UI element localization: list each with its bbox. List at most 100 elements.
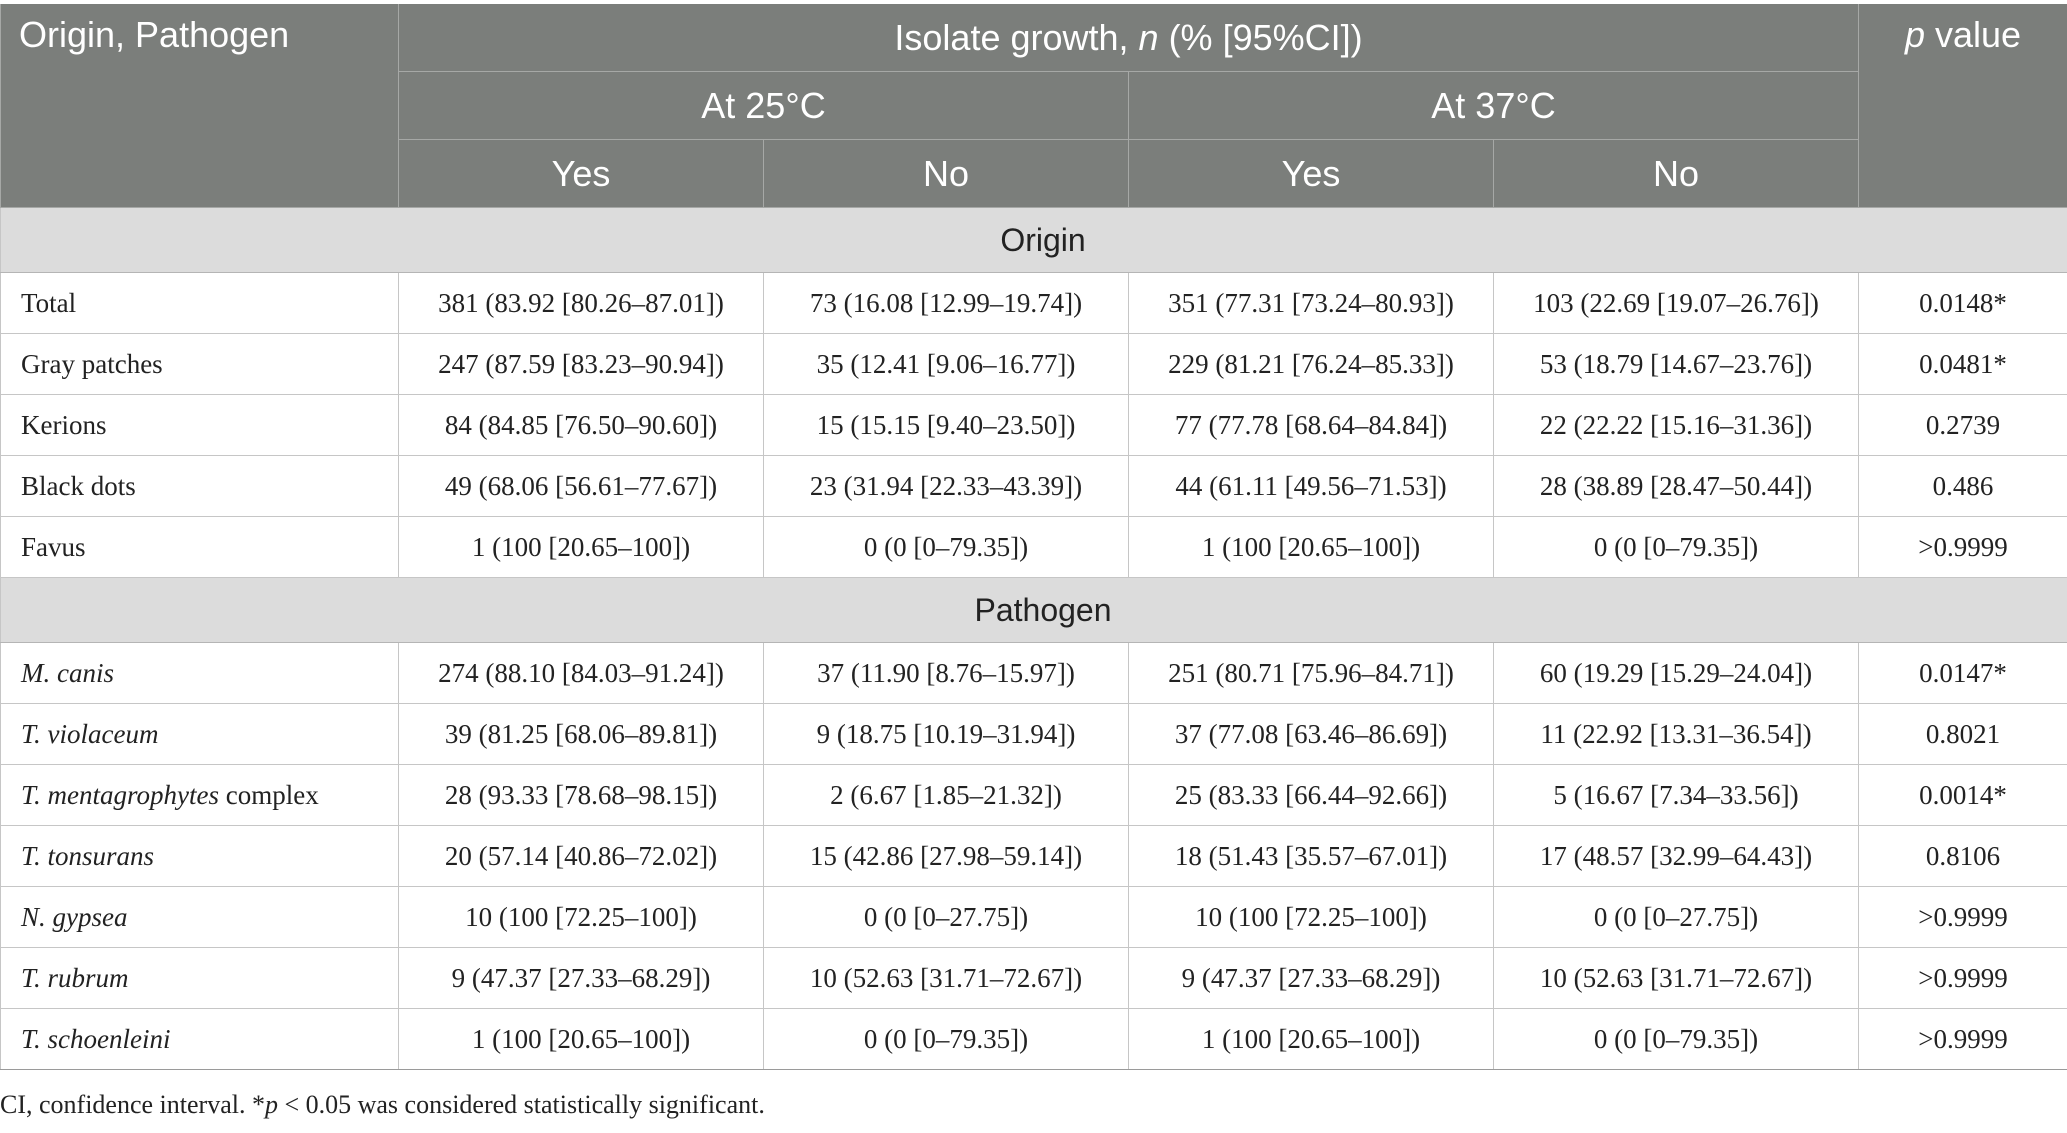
cell-yes-37c: 44 (61.11 [49.56–71.53]) bbox=[1128, 455, 1494, 517]
cell-yes-25c: 1 (100 [20.65–100]) bbox=[398, 516, 764, 578]
cell-no-37c: 53 (18.79 [14.67–23.76]) bbox=[1492, 333, 1860, 395]
cell-no-37c: 28 (38.89 [28.47–50.44]) bbox=[1492, 455, 1860, 517]
row-label-name: N. gypsea bbox=[21, 901, 128, 932]
cell-no-25c: 23 (31.94 [22.33–43.39]) bbox=[763, 455, 1129, 517]
cell-yes-25c: 49 (68.06 [56.61–77.67]) bbox=[398, 455, 764, 517]
row-label-name: M. canis bbox=[21, 657, 114, 688]
row-label: Gray patches bbox=[0, 333, 399, 395]
cell-p-value: >0.9999 bbox=[1858, 886, 2067, 948]
cell-no-25c: 10 (52.63 [31.71–72.67]) bbox=[763, 947, 1129, 1009]
cell-yes-25c: 274 (88.10 [84.03–91.24]) bbox=[398, 642, 764, 704]
cell-p-value: >0.9999 bbox=[1858, 947, 2067, 1009]
cell-p-value: 0.0148* bbox=[1858, 272, 2067, 334]
section-title: Pathogen bbox=[0, 577, 2067, 643]
cell-p-value: 0.0147* bbox=[1858, 642, 2067, 704]
cell-no-25c: 0 (0 [0–27.75]) bbox=[763, 886, 1129, 948]
row-label: T. tonsurans bbox=[0, 825, 399, 887]
table-row: T. tonsurans 20 (57.14 [40.86–72.02]) 15 (… bbox=[0, 825, 2067, 887]
cell-no-37c: 10 (52.63 [31.71–72.67]) bbox=[1492, 947, 1860, 1009]
header-isolate-growth: Isolate growth, n (% [95%CI]) bbox=[397, 4, 1860, 72]
row-label: N. gypsea bbox=[0, 886, 399, 948]
cell-yes-37c: 1 (100 [20.65–100]) bbox=[1128, 1008, 1494, 1070]
cell-no-25c: 0 (0 [0–79.35]) bbox=[763, 516, 1129, 578]
table-row: M. canis 274 (88.10 [84.03–91.24]) 37 (11.… bbox=[0, 642, 2067, 704]
cell-yes-25c: 381 (83.92 [80.26–87.01]) bbox=[398, 272, 764, 334]
cell-no-37c: 0 (0 [0–79.35]) bbox=[1492, 1008, 1860, 1070]
cell-no-37c: 11 (22.92 [13.31–36.54]) bbox=[1492, 703, 1860, 765]
cell-yes-37c: 9 (47.37 [27.33–68.29]) bbox=[1128, 947, 1494, 1009]
cell-yes-25c: 84 (84.85 [76.50–90.60]) bbox=[398, 394, 764, 456]
cell-no-25c: 2 (6.67 [1.85–21.32]) bbox=[763, 764, 1129, 826]
header-yes-37: Yes bbox=[1128, 139, 1494, 208]
cell-yes-25c: 10 (100 [72.25–100]) bbox=[398, 886, 764, 948]
row-label: T. violaceum bbox=[0, 703, 399, 765]
table-header: Origin, Pathogen Isolate growth, n (% [9… bbox=[0, 4, 2067, 208]
cell-yes-25c: 247 (87.59 [83.23–90.94]) bbox=[398, 333, 764, 395]
table-row: T. rubrum 9 (47.37 [27.33–68.29]) 10 (52.6… bbox=[0, 947, 2067, 1009]
cell-no-25c: 9 (18.75 [10.19–31.94]) bbox=[763, 703, 1129, 765]
table-row: T. schoenleini 1 (100 [20.65–100]) 0 (0 [0… bbox=[0, 1008, 2067, 1070]
results-table: Origin, Pathogen Isolate growth, n (% [9… bbox=[0, 4, 2067, 1070]
row-label-name: T. tonsurans bbox=[21, 840, 155, 871]
row-label: Kerions bbox=[0, 394, 399, 456]
cell-no-37c: 0 (0 [0–27.75]) bbox=[1492, 886, 1860, 948]
cell-no-25c: 37 (11.90 [8.76–15.97]) bbox=[763, 642, 1129, 704]
cell-no-25c: 15 (15.15 [9.40–23.50]) bbox=[763, 394, 1129, 456]
table-footnote: CI, confidence interval. *p < 0.05 was c… bbox=[0, 1090, 765, 1119]
cell-yes-37c: 1 (100 [20.65–100]) bbox=[1128, 516, 1494, 578]
cell-yes-37c: 10 (100 [72.25–100]) bbox=[1128, 886, 1494, 948]
cell-p-value: >0.9999 bbox=[1858, 1008, 2067, 1070]
row-label-name: T. violaceum bbox=[21, 718, 159, 749]
row-label: Black dots bbox=[0, 455, 399, 517]
row-label-name: T. schoenleini bbox=[21, 1023, 171, 1054]
cell-yes-37c: 25 (83.33 [66.44–92.66]) bbox=[1128, 764, 1494, 826]
header-at-37c: At 37°C bbox=[1127, 71, 1860, 140]
row-label: Favus bbox=[0, 516, 399, 578]
cell-p-value: 0.0481* bbox=[1858, 333, 2067, 395]
row-label-name: Black dots bbox=[21, 470, 136, 501]
cell-yes-25c: 1 (100 [20.65–100]) bbox=[398, 1008, 764, 1070]
cell-p-value: 0.8021 bbox=[1858, 703, 2067, 765]
cell-no-25c: 73 (16.08 [12.99–19.74]) bbox=[763, 272, 1129, 334]
row-label-name: Total bbox=[21, 287, 77, 318]
table-row: T. mentagrophytes complex 28 (93.33 [78.6… bbox=[0, 764, 2067, 826]
header-no-25: No bbox=[763, 139, 1129, 208]
cell-p-value: >0.9999 bbox=[1858, 516, 2067, 578]
cell-p-value: 0.2739 bbox=[1858, 394, 2067, 456]
cell-no-25c: 35 (12.41 [9.06–16.77]) bbox=[763, 333, 1129, 395]
table-row: Gray patches 247 (87.59 [83.23–90.94]) 35 … bbox=[0, 333, 2067, 395]
row-label-name: Favus bbox=[21, 531, 86, 562]
section-row: Pathogen bbox=[0, 577, 2067, 643]
cell-yes-25c: 39 (81.25 [68.06–89.81]) bbox=[398, 703, 764, 765]
cell-yes-25c: 9 (47.37 [27.33–68.29]) bbox=[398, 947, 764, 1009]
row-label: M. canis bbox=[0, 642, 399, 704]
row-label-suffix: complex bbox=[218, 779, 319, 810]
cell-yes-37c: 229 (81.21 [76.24–85.33]) bbox=[1128, 333, 1494, 395]
cell-yes-37c: 18 (51.43 [35.57–67.01]) bbox=[1128, 825, 1494, 887]
cell-no-37c: 5 (16.67 [7.34–33.56]) bbox=[1492, 764, 1860, 826]
row-label-name: T. rubrum bbox=[21, 962, 129, 993]
cell-no-25c: 15 (42.86 [27.98–59.14]) bbox=[763, 825, 1129, 887]
cell-yes-25c: 28 (93.33 [78.68–98.15]) bbox=[398, 764, 764, 826]
cell-yes-37c: 351 (77.31 [73.24–80.93]) bbox=[1128, 272, 1494, 334]
table-row: N. gypsea 10 (100 [72.25–100]) 0 (0 [0–27.… bbox=[0, 886, 2067, 948]
header-yes-25: Yes bbox=[398, 139, 764, 208]
header-origin-pathogen: Origin, Pathogen bbox=[0, 4, 399, 208]
header-p-value: p value bbox=[1858, 4, 2067, 208]
table-row: T. violaceum 39 (81.25 [68.06–89.81]) 9 (1… bbox=[0, 703, 2067, 765]
cell-no-37c: 17 (48.57 [32.99–64.43]) bbox=[1492, 825, 1860, 887]
cell-yes-37c: 251 (80.71 [75.96–84.71]) bbox=[1128, 642, 1494, 704]
table-row: Kerions 84 (84.85 [76.50–90.60]) 15 (15.15… bbox=[0, 394, 2067, 456]
table-row: Black dots 49 (68.06 [56.61–77.67]) 23 (31… bbox=[0, 455, 2067, 517]
table-row: Total 381 (83.92 [80.26–87.01]) 73 (16.08 … bbox=[0, 272, 2067, 334]
cell-p-value: 0.486 bbox=[1858, 455, 2067, 517]
section-title: Origin bbox=[0, 207, 2067, 273]
cell-p-value: 0.0014* bbox=[1858, 764, 2067, 826]
table-body: Origin Total 381 (83.92 [80.26–87.01]) 73 (… bbox=[0, 207, 2067, 1070]
table-row: Favus 1 (100 [20.65–100]) 0 (0 [0–79.35]) 1… bbox=[0, 516, 2067, 578]
row-label: T. rubrum bbox=[0, 947, 399, 1009]
header-no-37: No bbox=[1492, 139, 1860, 208]
cell-no-37c: 103 (22.69 [19.07–26.76]) bbox=[1492, 272, 1860, 334]
cell-no-37c: 0 (0 [0–79.35]) bbox=[1492, 516, 1860, 578]
row-label-name: T. mentagrophytes bbox=[21, 779, 219, 810]
